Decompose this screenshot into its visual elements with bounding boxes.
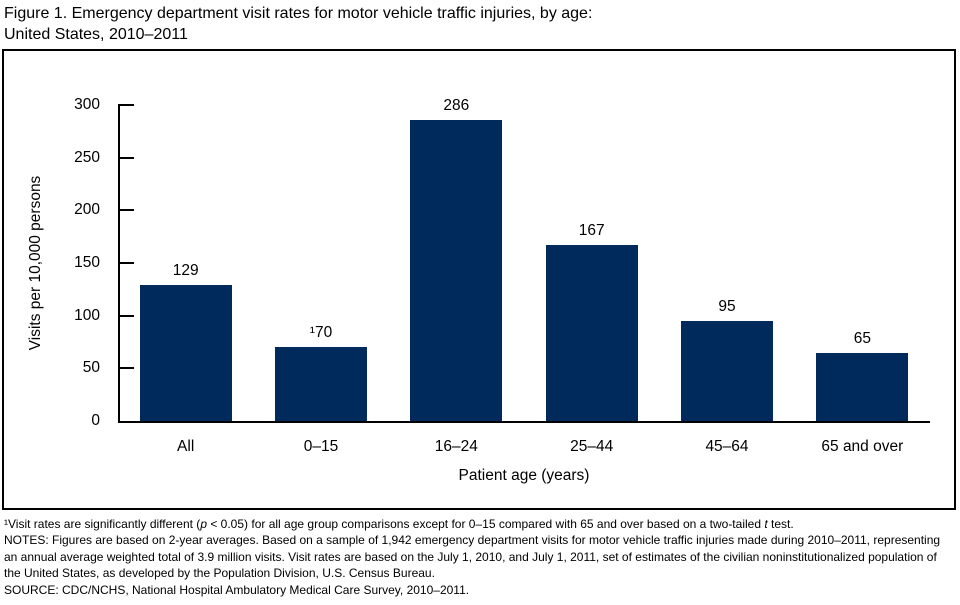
bar-value-label: 286	[443, 96, 470, 114]
x-category-label: 25–44	[570, 438, 614, 455]
x-category-label: 16–24	[434, 438, 478, 455]
y-tick-mark	[118, 367, 134, 370]
bar-value-label: ¹70	[309, 324, 333, 342]
y-tick-mark	[118, 262, 134, 264]
y-tick-mark	[118, 209, 134, 212]
y-tick-mark	[118, 156, 134, 159]
footnote-significance-text: ¹Visit rates are significantly different…	[4, 517, 201, 531]
bar	[410, 119, 503, 421]
y-tick-label: 0	[91, 412, 100, 429]
bar	[681, 320, 773, 421]
footnotes: ¹Visit rates are significantly different…	[4, 516, 955, 598]
y-tick-label: 50	[82, 359, 100, 377]
x-axis-line	[118, 421, 930, 423]
y-tick-mark	[118, 104, 134, 106]
bar	[816, 352, 909, 421]
x-axis-title: Patient age (years)	[458, 467, 590, 484]
bar-value-label: 95	[718, 297, 736, 315]
footnote-p-symbol: p	[200, 517, 207, 531]
x-category-label: 45–64	[705, 438, 749, 455]
figure-title-line1: Figure 1. Emergency department visit rat…	[4, 5, 593, 22]
bar-value-label: 65	[853, 329, 871, 347]
bar	[139, 285, 232, 421]
bar-value-label: 129	[172, 262, 199, 280]
figure-title: Figure 1. Emergency department visit rat…	[4, 3, 592, 45]
plot-area: 0 50 100 150 200 250 300 129 All ¹70 0–15 286 16–24 1…	[4, 51, 954, 508]
bar	[275, 347, 367, 421]
x-category-label: 65 and over	[821, 438, 904, 455]
y-tick-mark	[118, 314, 134, 317]
y-tick-label: 300	[74, 96, 100, 113]
footnote-significance-end: test.	[767, 517, 794, 531]
chart-frame: Visits per 10,000 persons 0 50 100 150 200 25…	[2, 49, 956, 510]
y-tick-label: 250	[74, 148, 100, 166]
footnote-significance: ¹Visit rates are significantly different…	[4, 516, 955, 532]
y-tick-label: 100	[74, 306, 100, 324]
x-category-label: All	[177, 438, 195, 455]
footnote-notes: NOTES: Figures are based on 2-year avera…	[4, 533, 941, 581]
footnote-source: SOURCE: CDC/NCHS, National Hospital Ambu…	[4, 582, 470, 597]
footnote-significance-mid: < 0.05) for all age group comparisons ex…	[207, 517, 765, 531]
bar	[545, 245, 638, 421]
y-tick-label: 200	[74, 201, 100, 219]
bar-value-label: 167	[578, 222, 605, 240]
figure-title-line2: United States, 2010–2011	[4, 26, 188, 43]
x-category-label: 0–15	[303, 438, 339, 455]
y-axis-line	[118, 105, 120, 423]
y-tick-label: 150	[74, 254, 100, 271]
footnote-t-symbol: t	[764, 517, 768, 531]
